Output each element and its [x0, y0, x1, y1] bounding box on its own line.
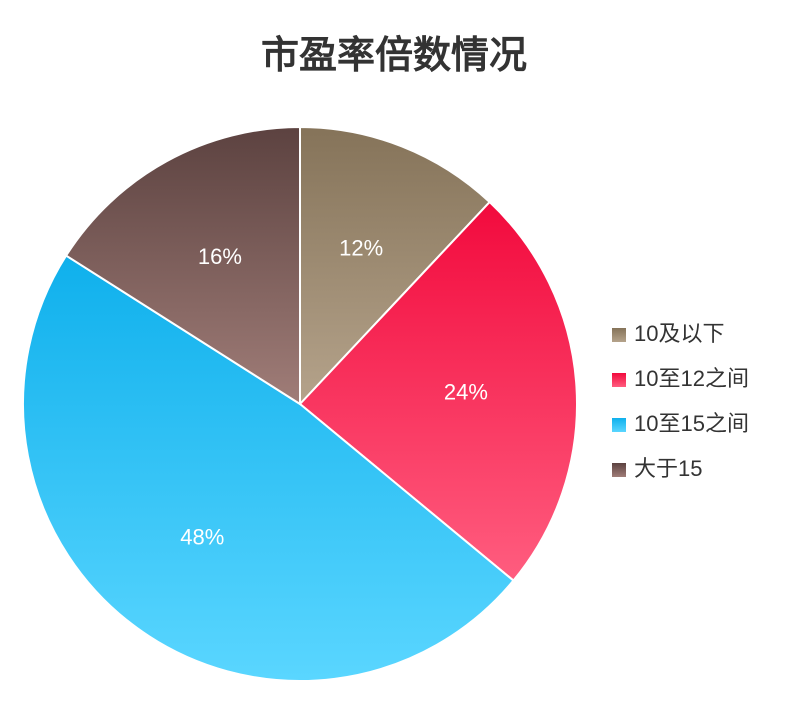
legend-label: 10至12之间 [634, 366, 749, 391]
slice-label: 48% [180, 524, 224, 549]
legend-label: 10及以下 [634, 321, 724, 346]
legend-swatch [612, 373, 626, 387]
legend-swatch [612, 418, 626, 432]
pie-slice [22, 254, 515, 682]
legend-swatch [612, 463, 626, 477]
pie-slice [298, 200, 578, 582]
legend-label: 10至15之间 [634, 411, 749, 436]
legend-label: 大于15 [634, 456, 702, 481]
slice-label: 16% [198, 244, 242, 269]
slice-label: 12% [339, 235, 383, 260]
slice-label: 24% [444, 379, 488, 404]
chart-title: 市盈率倍数情况 [261, 35, 527, 77]
legend-swatch [612, 328, 626, 342]
pie-slice [64, 125, 301, 406]
pie-slice [299, 125, 492, 407]
